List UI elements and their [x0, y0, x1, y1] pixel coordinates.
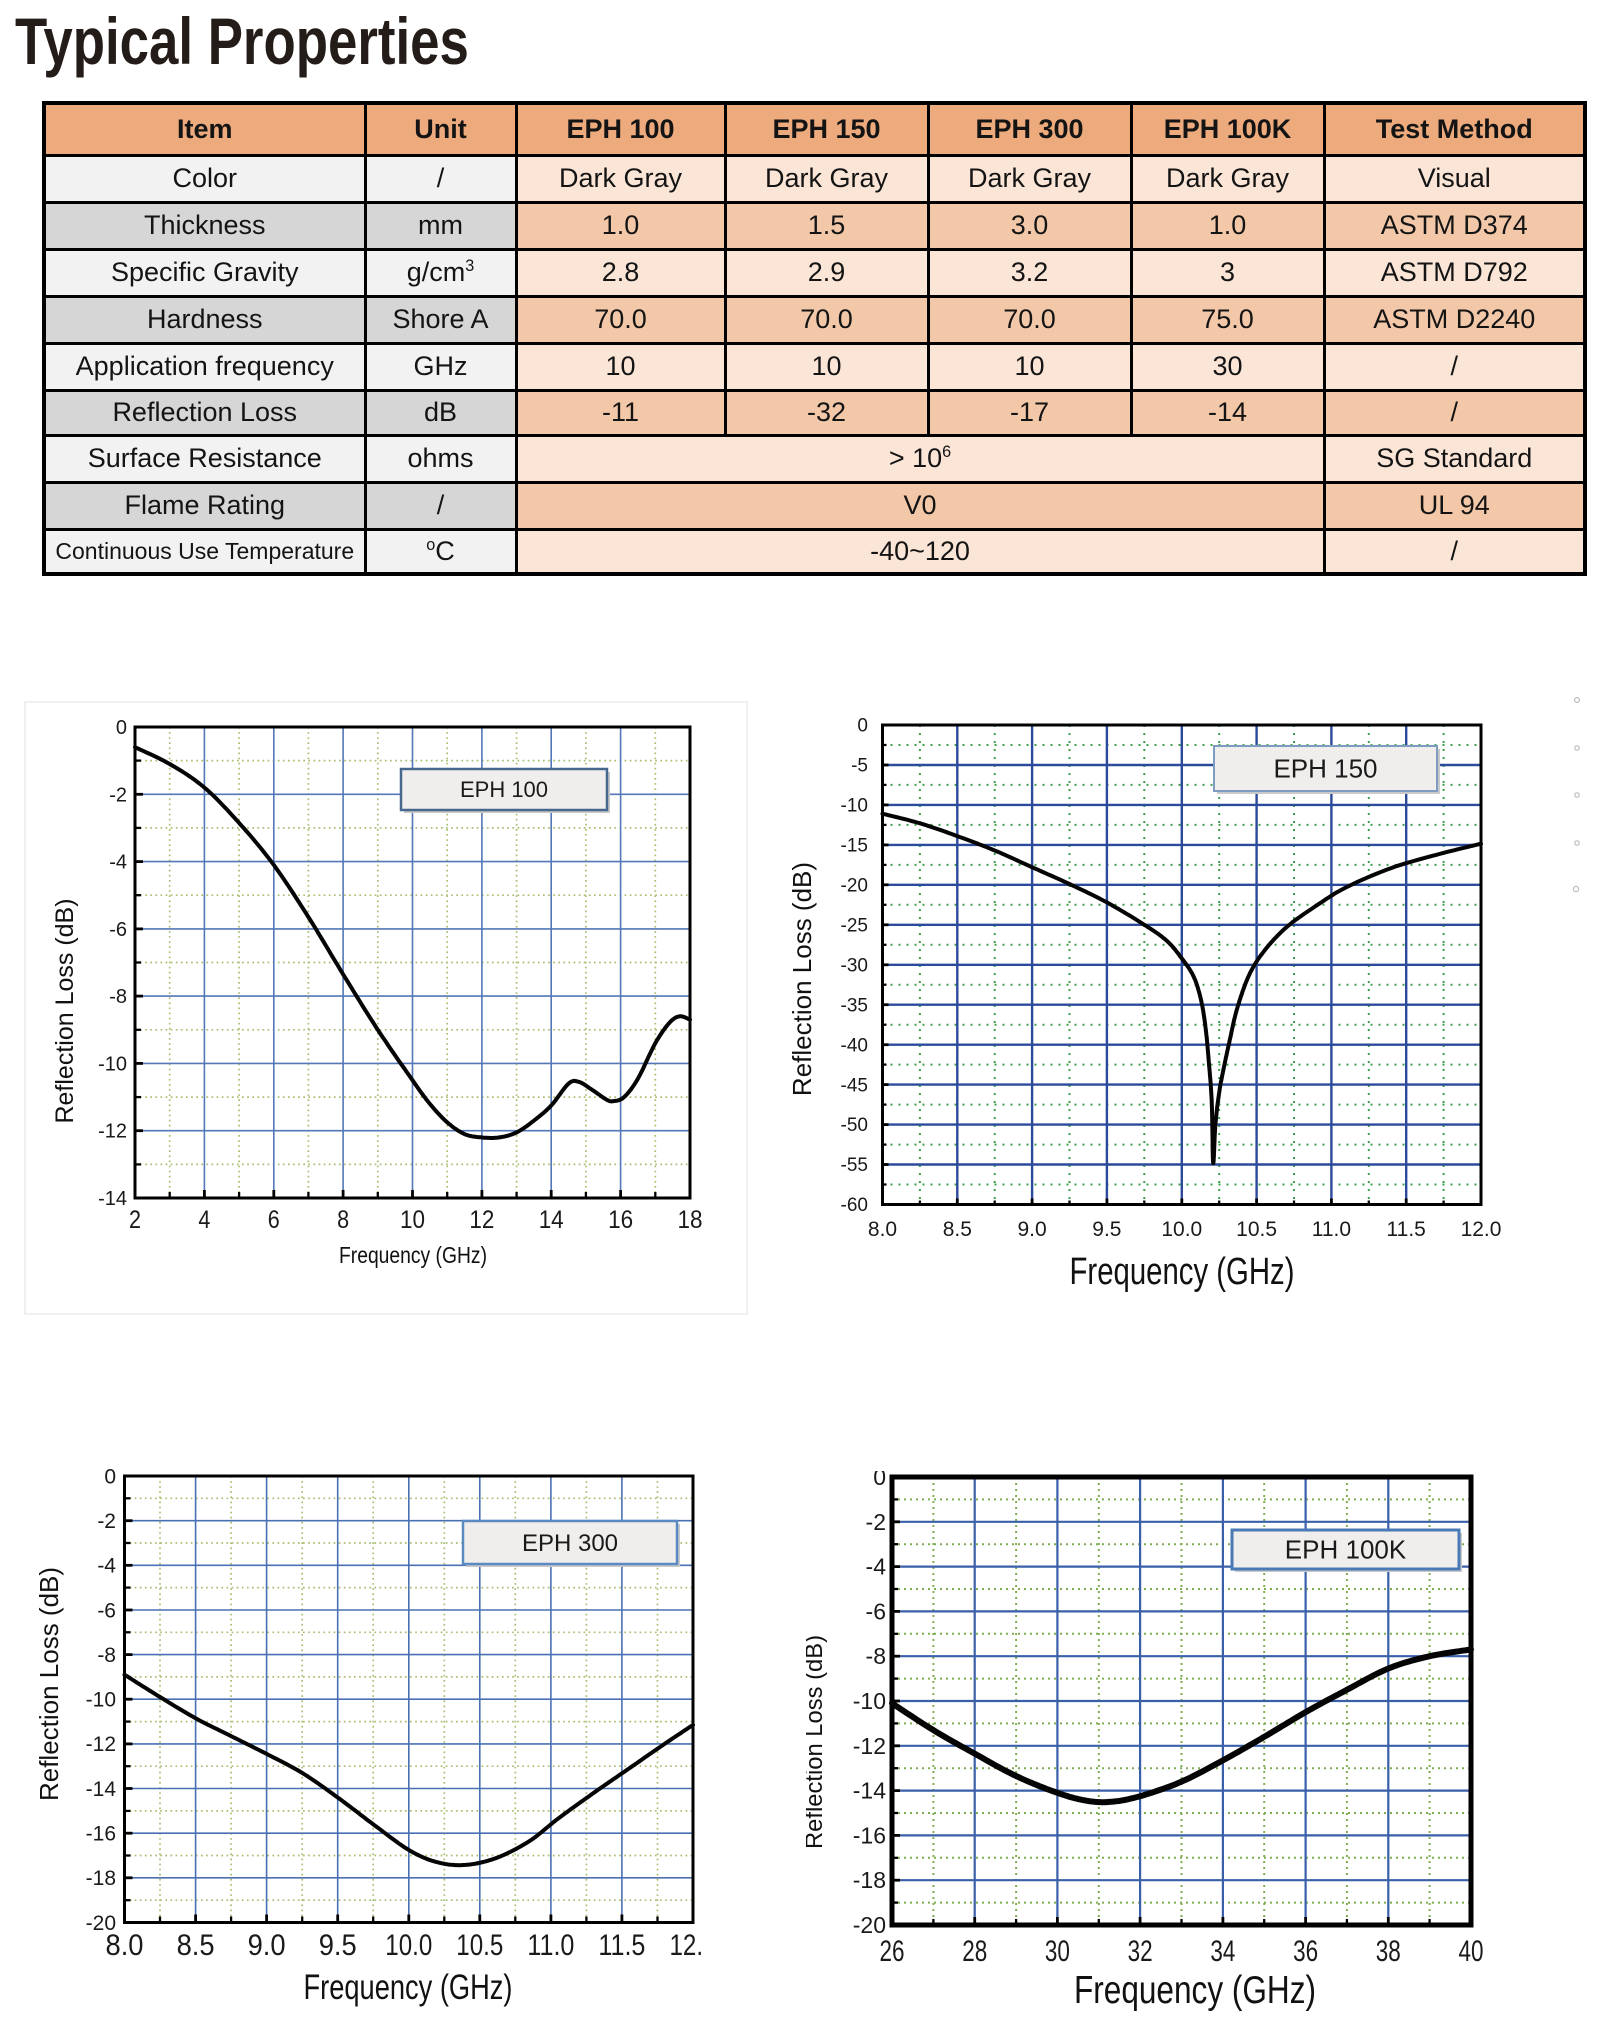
svg-text:-60: -60: [841, 1195, 868, 1216]
svg-text:-25: -25: [841, 915, 868, 936]
svg-text:34: 34: [1210, 1935, 1235, 1968]
svg-text:-35: -35: [841, 995, 868, 1016]
svg-text:10.5: 10.5: [1236, 1218, 1277, 1241]
svg-text:10.5: 10.5: [456, 1929, 503, 1962]
svg-text:0: 0: [116, 717, 127, 739]
svg-text:-20: -20: [86, 1912, 116, 1935]
svg-text:-12: -12: [86, 1733, 116, 1756]
svg-text:4: 4: [198, 1206, 210, 1234]
svg-text:EPH 100: EPH 100: [460, 777, 548, 802]
svg-text:9.0: 9.0: [248, 1929, 286, 1962]
svg-text:-40: -40: [841, 1035, 868, 1056]
svg-text:-18: -18: [86, 1867, 116, 1890]
svg-text:16: 16: [608, 1206, 633, 1234]
svg-text:14: 14: [539, 1206, 564, 1234]
svg-text:-6: -6: [109, 919, 127, 941]
svg-text:8.0: 8.0: [106, 1929, 144, 1962]
svg-text:11.0: 11.0: [527, 1929, 574, 1962]
svg-text:-30: -30: [841, 955, 868, 976]
svg-text:36: 36: [1293, 1935, 1318, 1968]
svg-text:Reflection Loss (dB): Reflection Loss (dB): [51, 898, 79, 1123]
svg-text:12.0: 12.0: [670, 1929, 717, 1962]
svg-text:Frequency (GHz): Frequency (GHz): [1074, 1969, 1316, 2012]
svg-text:-2: -2: [109, 784, 127, 806]
svg-text:-12: -12: [98, 1121, 127, 1143]
svg-text:8.5: 8.5: [943, 1218, 972, 1241]
svg-text:-45: -45: [841, 1075, 868, 1096]
svg-text:Frequency (GHz): Frequency (GHz): [1070, 1251, 1295, 1293]
svg-text:EPH 150: EPH 150: [1273, 754, 1377, 784]
svg-text:Frequency (GHz): Frequency (GHz): [304, 1968, 513, 2007]
svg-text:0: 0: [104, 1465, 116, 1488]
svg-text:-55: -55: [841, 1155, 868, 1176]
svg-text:-8: -8: [97, 1644, 116, 1667]
svg-text:-6: -6: [866, 1599, 886, 1625]
svg-text:-6: -6: [97, 1599, 116, 1622]
svg-text:-18: -18: [853, 1867, 886, 1893]
svg-text:-10: -10: [98, 1053, 127, 1075]
svg-text:-8: -8: [866, 1643, 886, 1669]
svg-text:-10: -10: [853, 1688, 886, 1714]
svg-text:12.0: 12.0: [1461, 1218, 1502, 1241]
svg-text:10.0: 10.0: [1161, 1218, 1202, 1241]
svg-text:Reflection Loss (dB): Reflection Loss (dB): [801, 1635, 828, 1849]
svg-text:-50: -50: [841, 1115, 868, 1136]
svg-text:0: 0: [857, 716, 868, 737]
svg-text:-14: -14: [853, 1778, 886, 1804]
svg-text:-14: -14: [98, 1188, 127, 1210]
svg-text:11.0: 11.0: [1312, 1218, 1351, 1241]
svg-text:-16: -16: [86, 1823, 116, 1846]
svg-text:EPH 100K: EPH 100K: [1285, 1535, 1407, 1565]
svg-text:10: 10: [400, 1206, 425, 1234]
svg-text:26: 26: [880, 1935, 905, 1968]
svg-text:18: 18: [678, 1206, 703, 1234]
svg-text:-16: -16: [853, 1823, 886, 1849]
svg-text:11.5: 11.5: [598, 1929, 645, 1962]
svg-text:30: 30: [1045, 1935, 1070, 1968]
svg-text:9.5: 9.5: [1092, 1218, 1121, 1241]
svg-text:Reflection Loss (dB): Reflection Loss (dB): [787, 862, 817, 1096]
svg-text:Frequency (GHz): Frequency (GHz): [339, 1242, 487, 1268]
svg-text:40: 40: [1459, 1935, 1484, 1968]
svg-text:-4: -4: [97, 1555, 116, 1578]
svg-text:11.5: 11.5: [1387, 1218, 1426, 1241]
svg-text:Reflection Loss (dB): Reflection Loss (dB): [34, 1567, 64, 1801]
svg-text:9.0: 9.0: [1017, 1218, 1046, 1241]
svg-text:-10: -10: [86, 1689, 116, 1712]
svg-text:-2: -2: [97, 1510, 116, 1533]
svg-text:-4: -4: [866, 1554, 887, 1580]
svg-text:8: 8: [337, 1206, 349, 1234]
svg-text:8.5: 8.5: [177, 1929, 215, 1962]
svg-text:12: 12: [469, 1206, 494, 1234]
svg-text:-15: -15: [841, 836, 868, 857]
svg-text:-20: -20: [853, 1912, 886, 1938]
svg-text:EPH 300: EPH 300: [522, 1530, 618, 1557]
svg-text:-4: -4: [109, 852, 127, 874]
svg-text:32: 32: [1128, 1935, 1153, 1968]
svg-text:10.0: 10.0: [385, 1929, 432, 1962]
svg-text:-12: -12: [853, 1733, 886, 1759]
svg-text:2: 2: [129, 1206, 141, 1234]
svg-text:-10: -10: [841, 796, 868, 817]
svg-text:-5: -5: [851, 756, 868, 777]
svg-text:8.0: 8.0: [868, 1218, 897, 1241]
svg-text:-20: -20: [841, 876, 868, 897]
svg-text:9.5: 9.5: [319, 1929, 357, 1962]
svg-text:6: 6: [268, 1206, 280, 1234]
svg-text:38: 38: [1376, 1935, 1401, 1968]
svg-text:-8: -8: [109, 986, 127, 1008]
svg-text:-2: -2: [866, 1509, 886, 1535]
svg-text:-14: -14: [86, 1778, 117, 1801]
svg-text:0: 0: [873, 1464, 886, 1490]
svg-text:28: 28: [962, 1935, 987, 1968]
